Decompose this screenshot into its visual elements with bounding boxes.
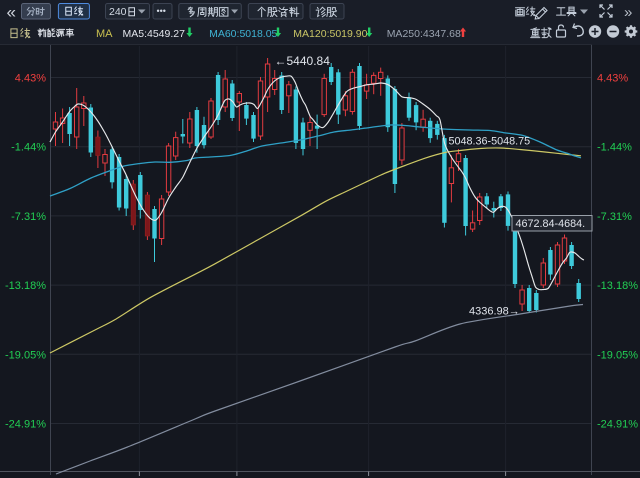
svg-text:-19.05%: -19.05% (5, 349, 46, 361)
svg-text:-13.18%: -13.18% (5, 280, 46, 292)
svg-text:5048.36-5048.75: 5048.36-5048.75 (449, 136, 531, 148)
svg-text:4.43%: 4.43% (597, 73, 628, 85)
svg-text:»: » (624, 4, 632, 21)
svg-text:MA: MA (96, 28, 113, 40)
svg-text:MA5:4549.27: MA5:4549.27 (123, 28, 186, 40)
svg-text:-1.44%: -1.44% (11, 142, 46, 154)
svg-text:-13.18%: -13.18% (597, 280, 638, 292)
svg-text:MA60:5018.05: MA60:5018.05 (209, 28, 277, 40)
svg-text:-19.05%: -19.05% (597, 349, 638, 361)
svg-text:4336.98→: 4336.98→ (469, 306, 520, 318)
svg-text:MA250:4347.68: MA250:4347.68 (387, 28, 461, 40)
svg-text:«: « (7, 3, 16, 22)
svg-text:4.43%: 4.43% (15, 73, 46, 85)
svg-text:•••: ••• (157, 6, 166, 16)
svg-text:4672.84-4684.: 4672.84-4684. (516, 218, 586, 230)
svg-text:←5440.84: ←5440.84 (275, 54, 331, 68)
svg-text:-24.91%: -24.91% (597, 419, 638, 431)
svg-text:-24.91%: -24.91% (5, 419, 46, 431)
svg-text:MA120:5019.90: MA120:5019.90 (293, 28, 367, 40)
svg-text:-1.44%: -1.44% (597, 142, 632, 154)
svg-text:-7.31%: -7.31% (597, 211, 632, 223)
svg-text:-7.31%: -7.31% (11, 211, 46, 223)
svg-text:240: 240 (109, 6, 127, 18)
